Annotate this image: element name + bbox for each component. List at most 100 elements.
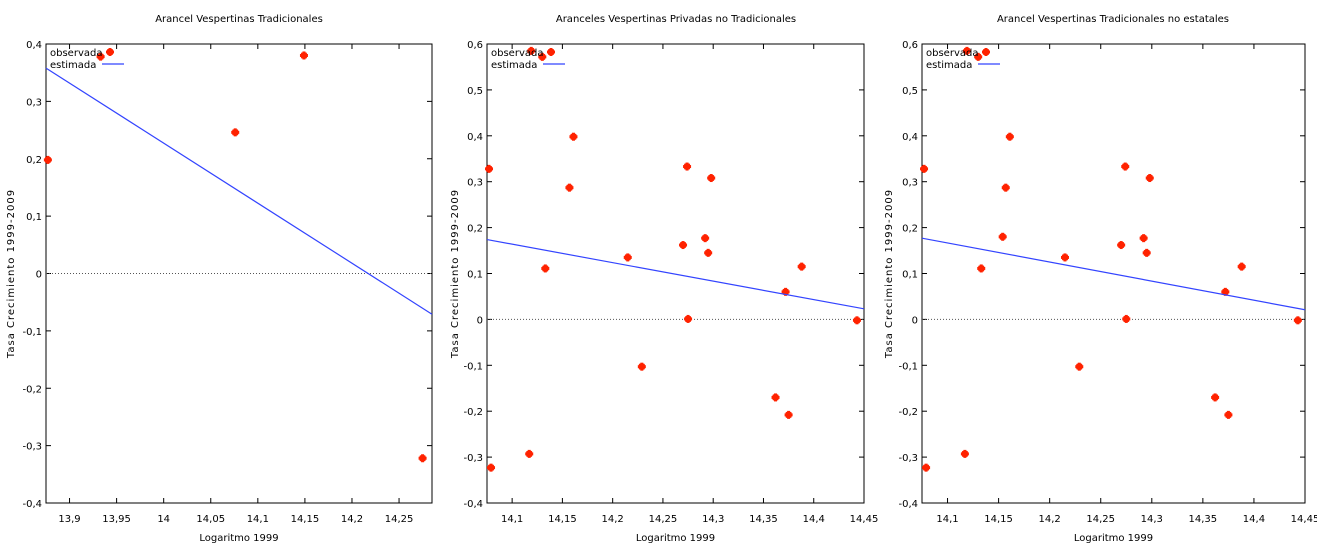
point-core: [1006, 133, 1013, 140]
x-tick-label: 14,45: [1291, 514, 1317, 525]
data-point: [1060, 253, 1069, 262]
x-tick-label: 14,4: [1243, 514, 1265, 525]
x-axis-label: Logaritmo 1999: [636, 533, 715, 544]
x-tick-label: 14,3: [1141, 514, 1163, 525]
y-tick-label: 0,5: [902, 86, 918, 97]
data-point: [784, 410, 793, 419]
data-point: [962, 46, 971, 55]
point-core: [232, 129, 239, 136]
data-point: [1122, 314, 1131, 323]
x-tick-label: 14,25: [1086, 514, 1115, 525]
y-tick-label: -0,3: [898, 453, 918, 464]
y-tick-label: 0,6: [467, 40, 483, 51]
data-point: [1117, 241, 1126, 250]
data-point: [1075, 362, 1084, 371]
x-tick-label: 14,1: [247, 514, 269, 525]
y-tick-label: 0,3: [467, 178, 483, 189]
x-tick-label: 14,25: [385, 514, 414, 525]
point-core: [798, 263, 805, 270]
y-tick-label: 0,1: [26, 212, 42, 223]
point-core: [923, 464, 930, 471]
data-point: [977, 264, 986, 273]
y-tick-label: 0,2: [26, 155, 42, 166]
y-tick-label: -0,4: [22, 499, 42, 510]
x-tick-label: 13,95: [102, 514, 131, 525]
data-point: [1121, 162, 1130, 171]
data-point: [781, 287, 790, 296]
data-point: [701, 234, 710, 243]
x-tick-label: 14,2: [602, 514, 624, 525]
x-tick-label: 14,15: [984, 514, 1013, 525]
point-core: [1146, 175, 1153, 182]
legend-label: estimada: [491, 60, 537, 71]
data-point: [684, 314, 693, 323]
point-core: [999, 233, 1006, 240]
y-tick-label: 0,6: [902, 40, 918, 51]
chart-title: Arancel Vespertinas Tradicionales no est…: [997, 14, 1229, 25]
point-core: [1143, 249, 1150, 256]
x-tick-label: 14,1: [936, 514, 958, 525]
point-core: [44, 156, 51, 163]
point-core: [548, 49, 554, 55]
y-tick-label: -0,4: [898, 499, 918, 510]
x-axis-label: Logaritmo 1999: [199, 533, 278, 544]
y-tick-label: 0,5: [467, 86, 483, 97]
legend-label: estimada: [926, 60, 972, 71]
point-core: [1122, 163, 1129, 170]
chart-3: Arancel Vespertinas Tradicionales no est…: [884, 14, 1317, 544]
point-core: [1123, 315, 1130, 322]
point-core: [97, 53, 104, 60]
point-core: [978, 265, 985, 272]
data-point: [43, 155, 52, 164]
legend-label: observada: [926, 48, 978, 59]
x-tick-label: 14: [157, 514, 170, 525]
y-tick-label: -0,1: [22, 327, 42, 338]
y-tick-label: -0,2: [463, 407, 483, 418]
y-tick-label: -0,2: [22, 384, 42, 395]
data-point: [525, 449, 534, 458]
data-point: [565, 183, 574, 192]
point-core: [638, 363, 645, 370]
x-tick-label: 14,4: [803, 514, 825, 525]
legend-label: observada: [491, 48, 543, 59]
data-point: [487, 463, 496, 472]
point-core: [1225, 411, 1232, 418]
chart-2: Aranceles Vespertinas Privadas no Tradic…: [450, 14, 878, 544]
data-point: [960, 449, 969, 458]
x-tick-label: 14,2: [341, 514, 363, 525]
x-tick-label: 14,15: [548, 514, 577, 525]
x-tick-label: 14,45: [850, 514, 879, 525]
point-core: [853, 317, 860, 324]
point-core: [961, 450, 968, 457]
point-core: [488, 464, 495, 471]
data-point: [485, 164, 494, 173]
chart-title: Arancel Vespertinas Tradicionales: [155, 14, 323, 25]
fitted-line: [45, 67, 433, 315]
y-tick-label: -0,2: [898, 407, 918, 418]
point-core: [570, 133, 577, 140]
data-point: [922, 463, 931, 472]
legend-point-swatch: [547, 48, 555, 56]
data-point: [1237, 262, 1246, 271]
legend-point-swatch: [982, 48, 990, 56]
point-core: [528, 47, 535, 54]
point-core: [975, 53, 982, 60]
y-tick-label: -0,1: [898, 361, 918, 372]
point-core: [566, 184, 573, 191]
y-tick-label: -0,3: [22, 442, 42, 453]
data-point: [1139, 234, 1148, 243]
data-point: [538, 52, 547, 61]
data-point: [1001, 183, 1010, 192]
chart-title: Aranceles Vespertinas Privadas no Tradic…: [556, 14, 796, 25]
data-point: [1293, 316, 1302, 325]
data-point: [704, 248, 713, 257]
x-tick-label: 14,15: [291, 514, 320, 525]
x-tick-label: 14,25: [649, 514, 678, 525]
point-core: [680, 242, 687, 249]
data-point: [418, 454, 427, 463]
